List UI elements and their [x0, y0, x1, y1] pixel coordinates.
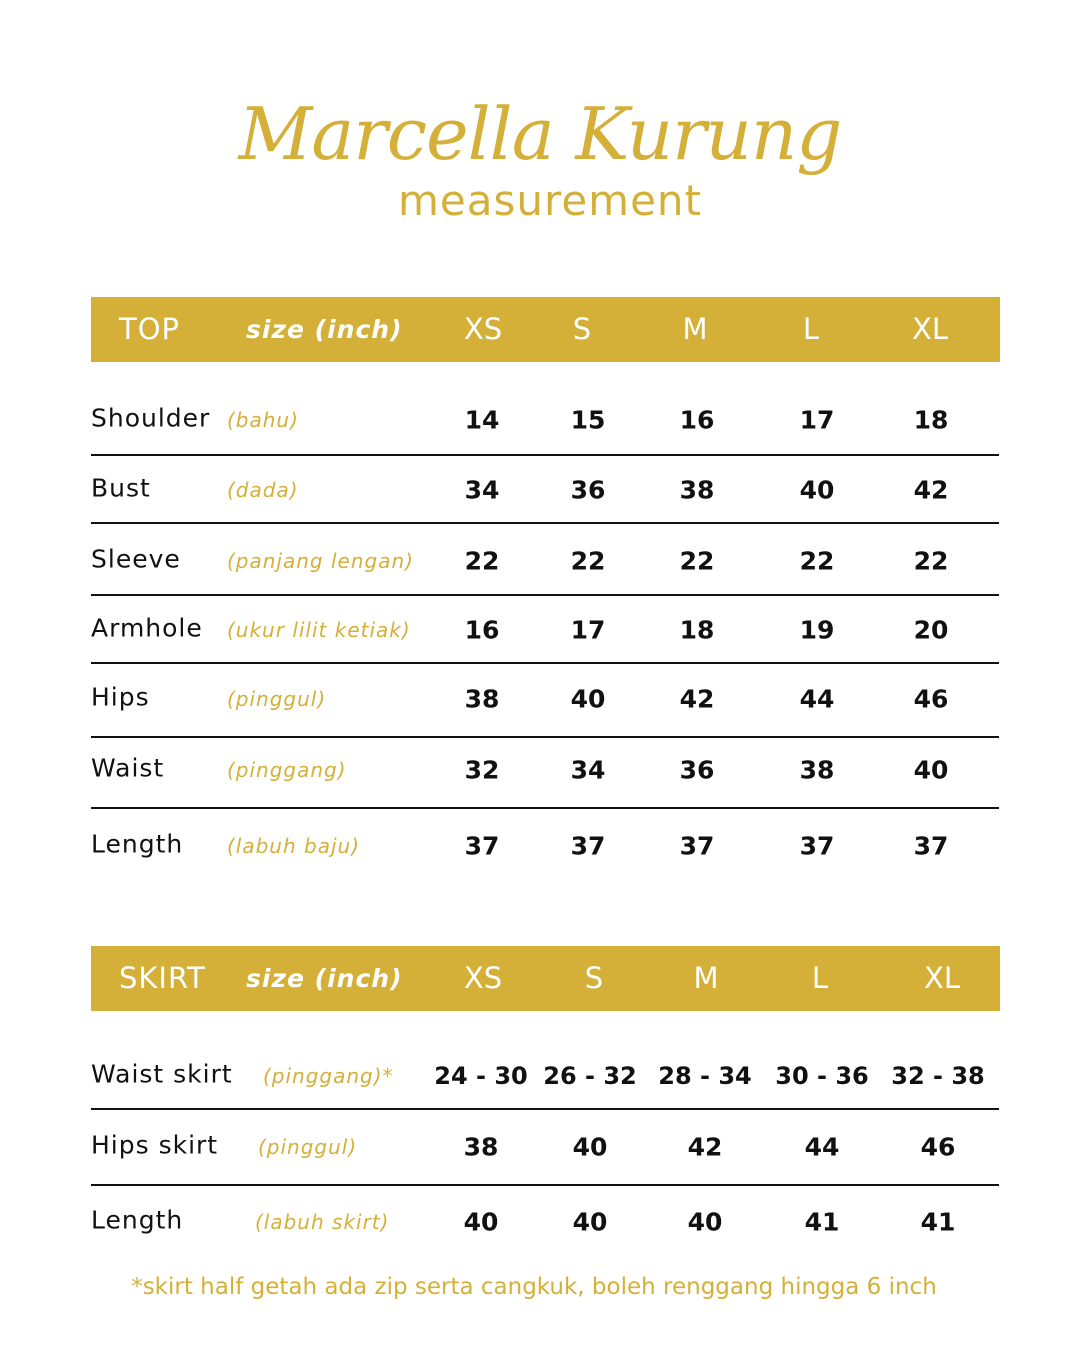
value-cell: 17 [570, 615, 606, 645]
value-cell: 22 [799, 546, 835, 576]
row-divider [91, 736, 999, 738]
row-local-label: (labuh baju) [227, 834, 361, 858]
top-section-label: TOP [119, 312, 181, 346]
value-cell: 40 [463, 1207, 499, 1237]
row-local-label: (ukur lilit ketiak) [227, 618, 411, 642]
page-title: Marcella Kurung [238, 92, 843, 176]
value-cell: 34 [464, 475, 500, 505]
value-cell: 28 - 34 [658, 1062, 752, 1090]
size-header-l: L [802, 312, 820, 346]
footnote: *skirt half getah ada zip serta cangkuk,… [131, 1274, 937, 1300]
value-cell: 16 [464, 615, 500, 645]
skirt-unit-label: size (inch) [246, 964, 403, 993]
size-header-xs: XS [463, 312, 503, 346]
row-local-label: (pinggang)* [263, 1064, 394, 1088]
value-cell: 40 [687, 1207, 723, 1237]
row-divider [91, 807, 999, 809]
value-cell: 18 [679, 615, 715, 645]
row-divider [91, 1184, 999, 1186]
value-cell: 16 [679, 405, 715, 435]
value-cell: 37 [679, 831, 715, 861]
value-cell: 42 [679, 684, 715, 714]
value-cell: 22 [913, 546, 949, 576]
row-divider [91, 454, 999, 456]
value-cell: 44 [799, 684, 835, 714]
value-cell: 20 [913, 615, 949, 645]
row-divider [91, 1108, 999, 1110]
value-cell: 46 [913, 684, 949, 714]
size-header-xl: XL [923, 961, 961, 995]
top-unit-label: size (inch) [246, 315, 403, 344]
value-cell: 42 [913, 475, 949, 505]
value-cell: 37 [799, 831, 835, 861]
value-cell: 22 [570, 546, 606, 576]
value-cell: 26 - 32 [543, 1062, 637, 1090]
skirt-section-label: SKIRT [119, 961, 206, 995]
value-cell: 37 [464, 831, 500, 861]
row-local-label: (pinggang) [227, 758, 347, 782]
row-label: Shoulder [91, 403, 211, 433]
row-label: Armhole [91, 613, 203, 643]
size-header-s: S [584, 961, 604, 995]
value-cell: 18 [913, 405, 949, 435]
row-local-label: (panjang lengan) [227, 549, 414, 573]
size-header-m: M [682, 312, 708, 346]
page-subtitle: measurement [397, 176, 702, 225]
row-divider [91, 522, 999, 524]
value-cell: 19 [799, 615, 835, 645]
value-cell: 17 [799, 405, 835, 435]
row-label: Length [91, 829, 184, 859]
row-label: Hips [91, 682, 150, 712]
value-cell: 38 [679, 475, 715, 505]
row-label: Waist skirt [91, 1059, 233, 1089]
row-local-label: (pinggul) [258, 1135, 358, 1159]
size-header-xs: XS [463, 961, 503, 995]
value-cell: 38 [464, 684, 500, 714]
row-label: Length [91, 1205, 184, 1235]
value-cell: 34 [570, 755, 606, 785]
value-cell: 37 [913, 831, 949, 861]
value-cell: 46 [920, 1132, 956, 1162]
value-cell: 40 [913, 755, 949, 785]
value-cell: 41 [920, 1207, 956, 1237]
row-divider [91, 594, 999, 596]
top-table-header: TOP size (inch) XS S M L XL [91, 297, 1000, 362]
value-cell: 41 [804, 1207, 840, 1237]
value-cell: 40 [570, 684, 606, 714]
value-cell: 44 [804, 1132, 840, 1162]
row-label: Bust [91, 473, 151, 503]
value-cell: 42 [687, 1132, 723, 1162]
row-local-label: (labuh skirt) [255, 1210, 390, 1234]
value-cell: 37 [570, 831, 606, 861]
value-cell: 38 [799, 755, 835, 785]
row-local-label: (dada) [227, 478, 299, 502]
value-cell: 36 [570, 475, 606, 505]
value-cell: 15 [570, 405, 606, 435]
value-cell: 22 [464, 546, 500, 576]
value-cell: 40 [799, 475, 835, 505]
value-cell: 14 [464, 405, 500, 435]
value-cell: 32 - 38 [891, 1062, 985, 1090]
size-header-xl: XL [911, 312, 949, 346]
size-header-m: M [693, 961, 719, 995]
value-cell: 40 [572, 1207, 608, 1237]
value-cell: 40 [572, 1132, 608, 1162]
row-label: Sleeve [91, 544, 181, 574]
row-local-label: (pinggul) [227, 687, 327, 711]
skirt-table-header: SKIRT size (inch) XS S M L XL [91, 946, 1000, 1011]
row-divider [91, 662, 999, 664]
row-label: Hips skirt [91, 1130, 219, 1160]
row-label: Waist [91, 753, 165, 783]
value-cell: 30 - 36 [775, 1062, 869, 1090]
value-cell: 36 [679, 755, 715, 785]
size-header-s: S [572, 312, 592, 346]
size-header-l: L [811, 961, 829, 995]
value-cell: 38 [463, 1132, 499, 1162]
row-local-label: (bahu) [227, 408, 299, 432]
value-cell: 32 [464, 755, 500, 785]
value-cell: 22 [679, 546, 715, 576]
value-cell: 24 - 30 [434, 1062, 528, 1090]
